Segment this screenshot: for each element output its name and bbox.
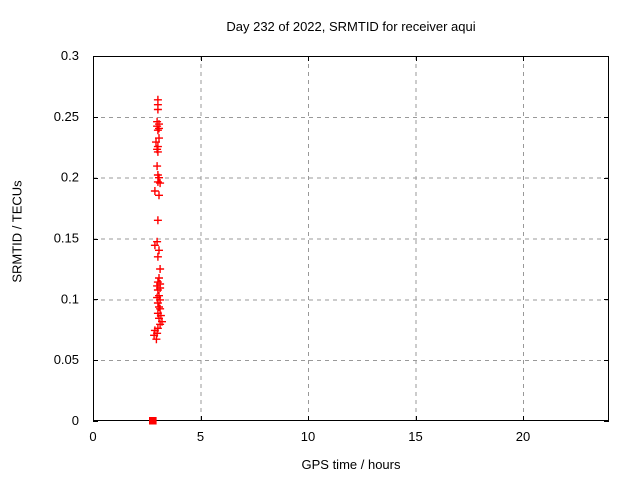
y-tick-label: 0.05 [54,352,79,367]
x-tick-label: 0 [89,429,96,444]
x-axis-label: GPS time / hours [301,457,401,472]
x-tick-label: 15 [408,429,422,444]
y-tick-label: 0.1 [61,291,79,306]
y-tick-label: 0.15 [54,231,79,246]
chart-title: Day 232 of 2022, SRMTID for receiver aqu… [226,19,476,34]
x-tick-label: 10 [301,429,315,444]
zero-value-cluster [149,417,157,425]
y-tick-label: 0.2 [61,170,79,185]
y-tick-label: 0.25 [54,109,79,124]
y-tick-label: 0 [72,413,79,428]
x-tick-label: 20 [516,429,530,444]
y-tick-label: 0.3 [61,48,79,63]
x-tick-label: 5 [197,429,204,444]
plot-border [93,56,609,421]
scatter-points [150,95,166,344]
data-point-markers [150,95,166,344]
